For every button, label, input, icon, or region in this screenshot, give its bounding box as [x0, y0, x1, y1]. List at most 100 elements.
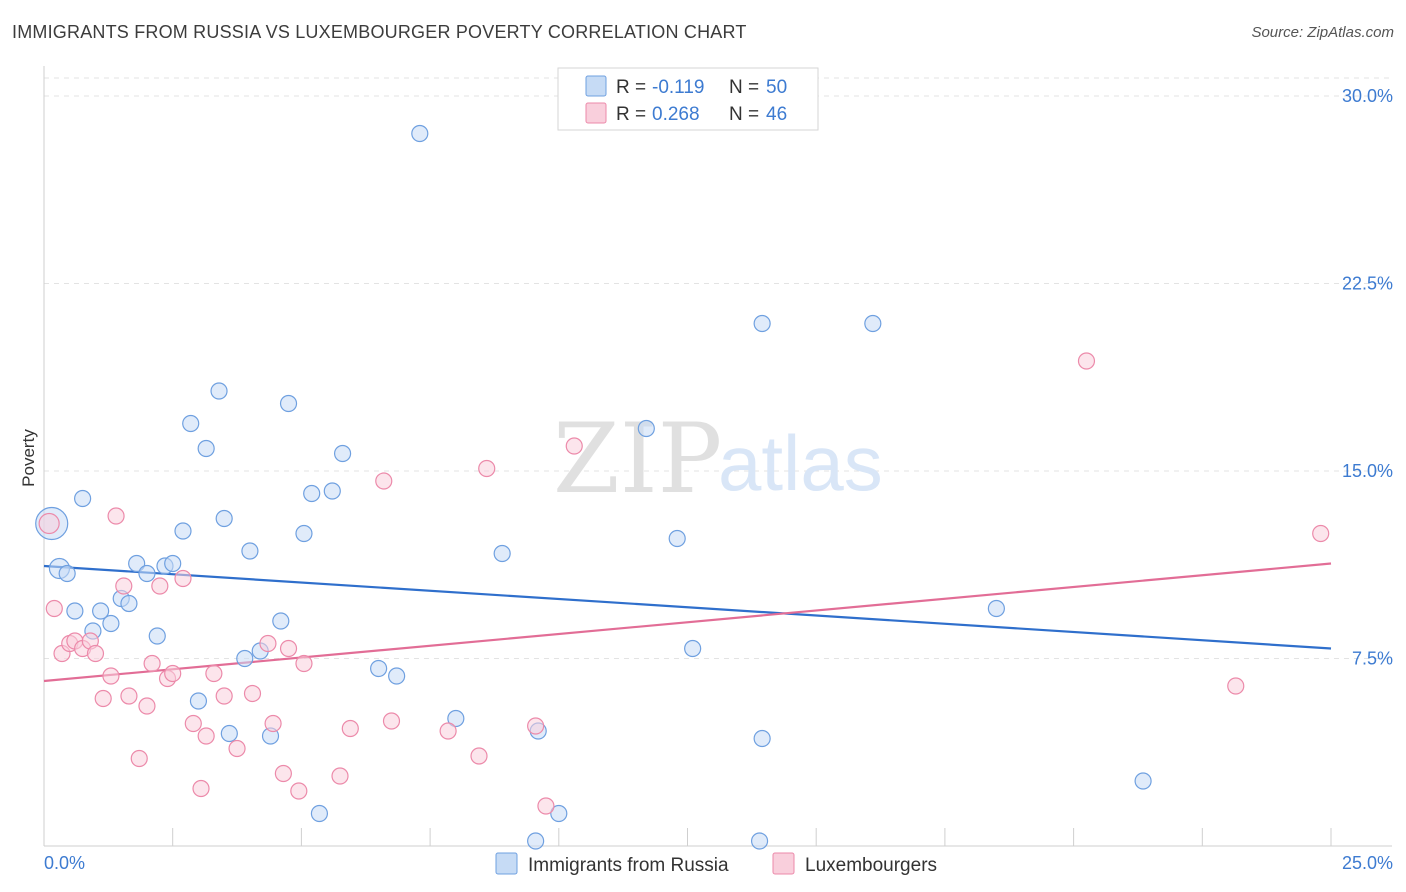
russia-trend-line — [43, 564, 1332, 650]
russia-point-33 — [370, 659, 388, 678]
luxembourger-point-33 — [331, 767, 349, 785]
gridlines — [44, 77, 1392, 659]
luxembourger-point-21 — [192, 779, 210, 798]
russia-point-29 — [303, 484, 321, 503]
luxembourger-point-16 — [151, 577, 169, 595]
russia-point-3 — [74, 489, 92, 508]
luxembourger-point-11 — [115, 577, 133, 595]
legend-n-value-luxembourgers: 46 — [766, 104, 787, 125]
trend-lines — [43, 562, 1332, 683]
legend-swatch-luxembourgers — [585, 102, 607, 124]
luxembourger-point-10 — [107, 507, 125, 525]
luxembourger-point-14 — [138, 697, 156, 715]
russia-point-45 — [753, 729, 771, 748]
russia-point-40 — [550, 804, 568, 823]
y-tick-label-0: 7.5% — [1352, 649, 1393, 669]
luxembourger-point-41 — [537, 797, 555, 815]
luxembourger-point-20 — [184, 714, 202, 733]
legend-r-value-russia: -0.119 — [652, 77, 704, 98]
russia-point-4 — [66, 602, 84, 620]
russia-point-34 — [388, 667, 406, 685]
russia-point-38 — [527, 832, 545, 850]
luxembourger-point-45 — [1312, 524, 1330, 543]
luxembourger-point-27 — [259, 634, 277, 653]
luxembourger-point-42 — [565, 437, 583, 455]
luxembourger-point-25 — [228, 739, 246, 758]
bottom-legend-label-luxembourgers: Luxembourgers — [805, 855, 937, 876]
watermark-zip: ZIP — [553, 403, 722, 515]
legend-n-label-russia: N = — [729, 77, 759, 98]
x-tick-label-1: 25.0% — [1342, 853, 1393, 873]
russia-point-2 — [58, 564, 76, 583]
russia-point-36 — [447, 709, 465, 728]
luxembourger-point-44 — [1227, 677, 1245, 695]
russia-point-17 — [189, 692, 208, 710]
russia-point-20 — [215, 509, 233, 528]
legend-r-value-luxembourgers: 0.268 — [652, 104, 700, 125]
russia-point-15 — [174, 522, 192, 540]
source-label: Source: ZipAtlas.com — [1251, 24, 1394, 41]
luxembourger-point-12 — [120, 687, 138, 705]
russia-point-47 — [864, 314, 882, 333]
russia-point-10 — [128, 554, 146, 573]
luxembourger-point-38 — [470, 747, 488, 765]
luxembourger-point-34 — [341, 719, 359, 738]
luxembourger-point-40 — [527, 717, 545, 735]
russia-point-16 — [182, 414, 200, 433]
luxembourger-point-28 — [264, 714, 282, 733]
luxembourger-point-1 — [45, 599, 63, 618]
luxembourger-point-37 — [439, 722, 457, 740]
legend-n-value-russia: 50 — [766, 77, 787, 98]
russia-point-19 — [210, 382, 228, 400]
luxembourger-point-43 — [1077, 352, 1096, 370]
luxembourger-point-31 — [290, 782, 308, 800]
luxembourger-point-39 — [478, 459, 496, 478]
luxembourger-point-22 — [197, 727, 215, 745]
chart-title: IMMIGRANTS FROM RUSSIA VS LUXEMBOURGER P… — [12, 22, 747, 42]
watermark-atlas: atlas — [718, 419, 883, 507]
luxembourger-trend-line — [43, 562, 1332, 683]
russia-point-49 — [1134, 772, 1152, 790]
bottom-legend-label-russia: Immigrants from Russia — [528, 855, 729, 876]
russia-point-12 — [148, 627, 166, 645]
russia-point-31 — [323, 482, 341, 500]
luxembourger-point-7 — [86, 644, 105, 663]
russia-point-21 — [220, 724, 238, 743]
russia-point-37 — [493, 544, 511, 563]
legend-swatch-russia — [585, 75, 607, 97]
russia-point-14 — [164, 554, 182, 573]
luxembourger-point-8 — [94, 689, 112, 708]
russia-point-28 — [295, 524, 313, 543]
luxembourger-point-13 — [130, 749, 148, 768]
russia-point-26 — [272, 612, 290, 630]
luxembourger-point-26 — [243, 684, 262, 703]
russia-point-11 — [138, 564, 156, 583]
luxembourger-point-23 — [205, 664, 223, 683]
russia-point-44 — [750, 832, 769, 850]
y-tick-label-3: 30.0% — [1342, 86, 1393, 106]
tick-labels: 7.5% 15.0% 22.5% 30.0% 0.0% 25.0% — [44, 86, 1393, 873]
russia-point-18 — [197, 439, 215, 458]
russia-point-48 — [987, 599, 1005, 618]
y-tick-label-2: 22.5% — [1342, 274, 1393, 294]
luxembourger-point-24 — [215, 687, 233, 705]
bottom-legend-swatch-russia — [495, 852, 518, 875]
legend-n-label-luxembourgers: N = — [729, 104, 759, 125]
luxembourger-point-0 — [38, 512, 60, 535]
russia-point-7 — [102, 614, 120, 633]
watermark: ZIP atlas — [553, 403, 883, 515]
russia-point-41 — [637, 419, 655, 438]
axes — [43, 66, 1392, 847]
luxembourger-point-15 — [143, 654, 161, 673]
y-axis-label: Poverty — [19, 429, 38, 487]
russia-point-23 — [241, 542, 259, 560]
russia-point-9 — [120, 594, 138, 613]
russia-point-22 — [236, 649, 254, 668]
russia-point-35 — [411, 124, 429, 143]
luxembourger-point-9 — [102, 667, 120, 685]
legend-r-label-russia: R = — [616, 77, 646, 98]
russia-point-46 — [753, 314, 771, 333]
legend-r-label-luxembourgers: R = — [616, 104, 646, 125]
luxembourger-point-29 — [274, 764, 292, 783]
